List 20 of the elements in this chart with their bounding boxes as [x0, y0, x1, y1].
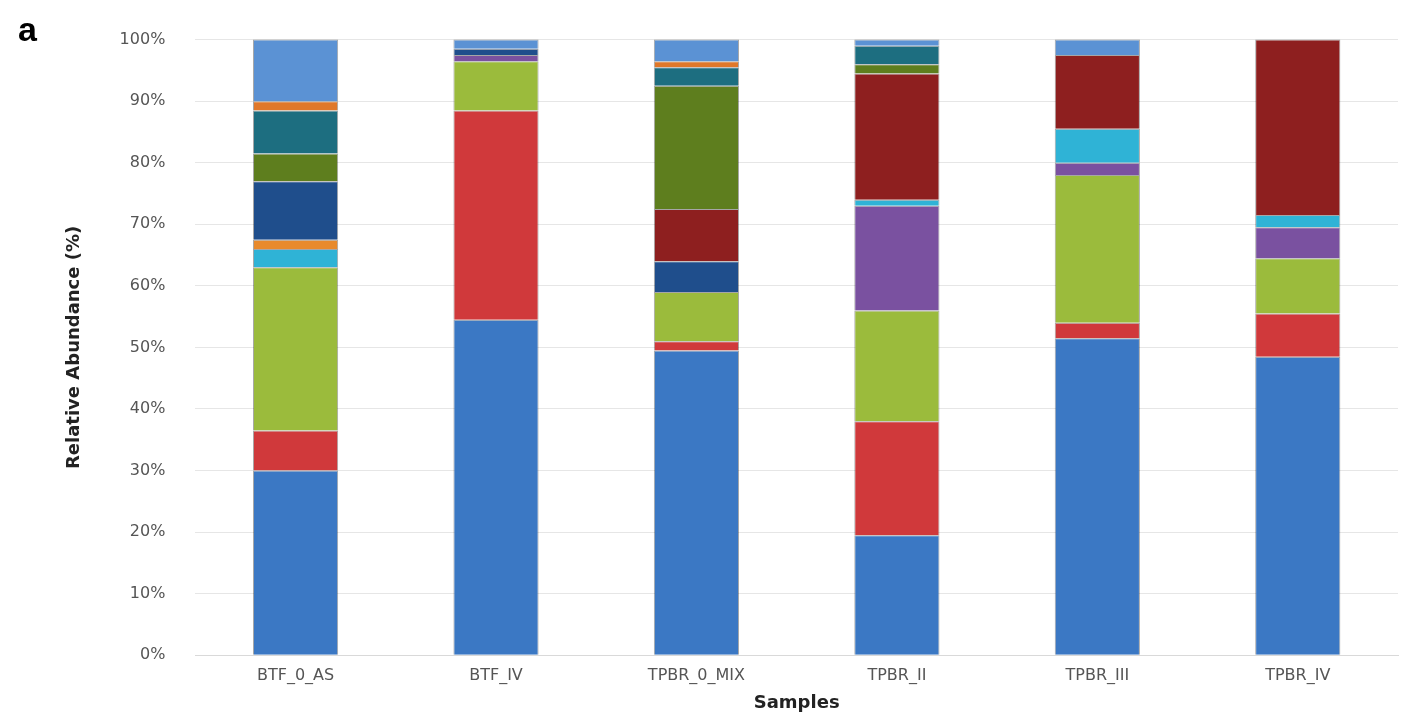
y-tick-label: 10% — [129, 582, 166, 602]
y-tick-label: 90% — [129, 90, 166, 110]
y-tick-label: 30% — [129, 459, 166, 479]
x-tick-label: TPBR_IV — [1264, 664, 1331, 685]
y-tick-label: 20% — [129, 521, 166, 541]
x-tick-label: TPBR_0_MIX — [646, 664, 746, 685]
y-tick-label: 80% — [129, 151, 166, 171]
y-tick-label: 100% — [119, 28, 166, 48]
y-tick-label: 60% — [129, 275, 166, 294]
y-tick-label: 70% — [129, 213, 166, 233]
x-tick-label: BTF_0_AS — [256, 664, 335, 685]
y-axis-title: Relative Abundance (%) — [62, 225, 84, 470]
y-tick-label: 50% — [129, 336, 166, 356]
x-tick-label: TPBR_III — [1064, 664, 1130, 685]
y-tick-label: 40% — [129, 398, 166, 418]
x-tick-label: TPBR_II — [866, 664, 927, 685]
text: a — [18, 10, 37, 49]
y-tick-label: 0% — [139, 644, 166, 664]
x-axis-title: Samples — [753, 690, 840, 712]
x-tick-label: BTF_IV — [469, 664, 523, 685]
